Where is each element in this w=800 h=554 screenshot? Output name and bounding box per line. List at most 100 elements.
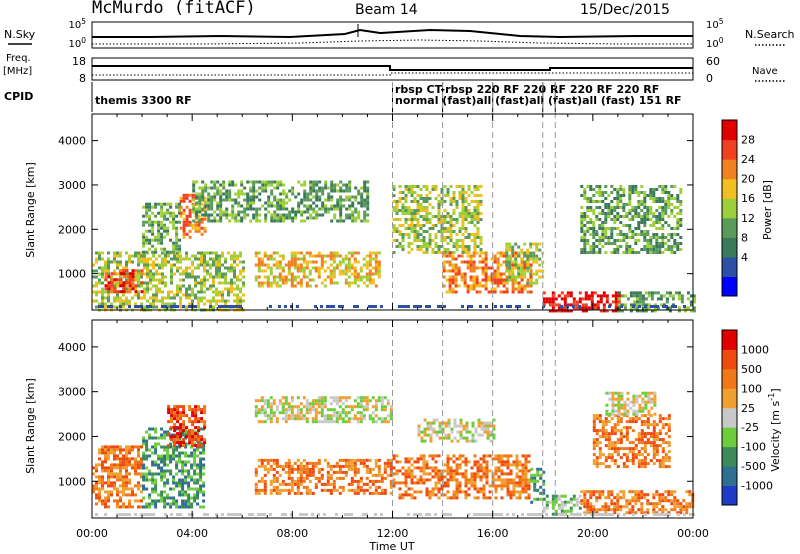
data-cell	[598, 248, 602, 251]
data-cell	[215, 272, 218, 276]
data-cell	[580, 230, 584, 233]
data-cell	[676, 218, 680, 221]
data-cell	[191, 408, 195, 412]
data-cell	[191, 287, 194, 291]
data-cell	[101, 251, 104, 255]
data-cell	[146, 275, 149, 279]
data-cell	[192, 189, 196, 193]
data-cell	[163, 235, 167, 239]
data-cell	[125, 478, 128, 482]
data-cell	[407, 191, 411, 194]
data-cell	[365, 464, 369, 468]
data-cell	[258, 219, 262, 223]
data-cell	[452, 496, 456, 500]
data-cell	[213, 216, 217, 220]
data-cell	[443, 493, 447, 497]
data-cell	[308, 260, 312, 264]
data-cell	[172, 451, 176, 455]
data-cell	[658, 206, 662, 209]
data-cell	[167, 293, 170, 297]
data-cell	[464, 460, 468, 464]
data-cell	[601, 191, 605, 194]
data-cell	[243, 216, 247, 220]
data-cell	[151, 502, 155, 506]
data-cell	[440, 233, 444, 236]
data-cell	[148, 427, 152, 431]
data-cell	[512, 487, 516, 491]
data-cell	[203, 275, 206, 279]
data-cell	[185, 223, 189, 227]
data-cell	[434, 185, 438, 188]
data-cell	[335, 251, 339, 255]
data-cell	[173, 254, 176, 258]
data-cell	[592, 194, 596, 197]
data-cell	[222, 192, 226, 196]
data-cell	[333, 213, 337, 217]
data-cell	[363, 216, 367, 220]
data-cell	[599, 309, 603, 313]
data-cell	[365, 278, 369, 282]
data-cell	[260, 479, 264, 483]
data-cell	[287, 417, 291, 421]
data-cell	[365, 402, 369, 406]
data-cell	[206, 260, 209, 264]
data-cell	[512, 460, 516, 464]
data-cell	[368, 263, 372, 267]
data-cell	[500, 463, 504, 467]
data-cell	[503, 484, 507, 488]
data-cell	[472, 266, 476, 270]
data-cell	[442, 263, 446, 267]
data-cell	[163, 496, 167, 500]
data-cell	[484, 287, 488, 291]
data-cell	[453, 424, 457, 428]
data-cell	[506, 466, 510, 470]
data-cell	[326, 482, 330, 486]
data-cell	[305, 260, 309, 264]
data-cell	[107, 263, 110, 267]
data-cell	[145, 478, 149, 482]
data-cell	[278, 284, 282, 288]
data-cell	[140, 490, 143, 494]
data-cell	[670, 194, 674, 197]
data-cell	[176, 408, 180, 412]
data-cell	[566, 303, 570, 307]
data-cell	[215, 266, 218, 270]
data-cell	[634, 185, 638, 188]
data-cell	[278, 263, 282, 267]
data-cell	[140, 484, 143, 488]
data-cell	[212, 281, 215, 285]
data-cell	[182, 217, 186, 221]
data-cell	[589, 185, 593, 188]
data-cell	[170, 263, 173, 267]
data-cell	[202, 451, 206, 455]
data-cell	[204, 210, 208, 214]
data-cell	[650, 294, 654, 298]
data-cell	[479, 490, 483, 494]
data-cell	[363, 183, 367, 187]
data-cell	[269, 464, 273, 468]
data-cell	[201, 213, 205, 217]
data-cell	[554, 509, 558, 513]
data-cell	[305, 485, 309, 489]
data-cell	[357, 201, 361, 205]
data-cell	[212, 290, 215, 294]
data-cell	[142, 484, 146, 488]
data-cell	[473, 233, 477, 236]
data-cell	[413, 233, 417, 236]
data-cell	[518, 493, 522, 497]
data-cell	[605, 309, 609, 313]
data-cell	[466, 266, 470, 270]
data-cell	[494, 484, 498, 488]
data-cell	[596, 306, 600, 310]
data-cell	[661, 206, 665, 209]
data-cell	[459, 433, 463, 437]
data-cell	[529, 272, 533, 276]
data-cell	[463, 284, 467, 288]
data-cell	[98, 272, 101, 276]
data-cell	[101, 302, 104, 306]
data-cell	[374, 251, 378, 255]
data-cell	[664, 248, 668, 251]
data-cell	[535, 254, 539, 258]
data-cell	[437, 496, 441, 500]
data-cell	[598, 206, 602, 209]
